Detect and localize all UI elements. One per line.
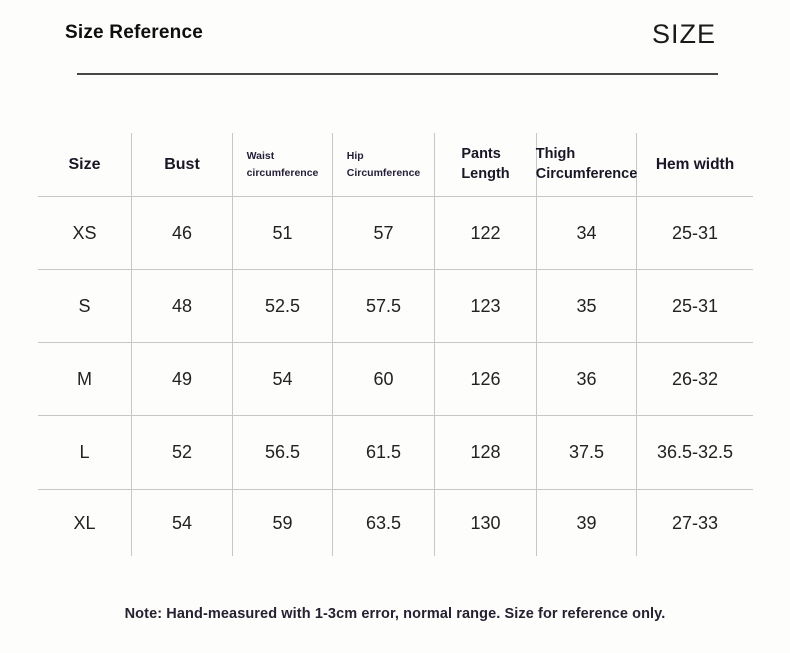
table-cell-hem-width: 25-31 — [637, 270, 753, 343]
table-cell-pants-length: 123 — [435, 270, 537, 343]
column-header-hem-width: Hem width — [637, 133, 753, 197]
table-cell-bust: 54 — [132, 490, 233, 556]
table-cell-waist: 59 — [233, 490, 333, 556]
table-cell-thigh: 39 — [537, 490, 637, 556]
table-cell-waist: 51 — [233, 197, 333, 270]
table-cell-pants-length: 130 — [435, 490, 537, 556]
table-cell-pants-length: 128 — [435, 416, 537, 490]
table-cell-thigh: 37.5 — [537, 416, 637, 490]
size-table: Size Bust Waist circumference Hip Circumfe… — [38, 133, 753, 556]
table-cell-waist: 56.5 — [233, 416, 333, 490]
table-cell-bust: 48 — [132, 270, 233, 343]
table-cell-hip: 60 — [333, 343, 435, 416]
table-cell-hip: 61.5 — [333, 416, 435, 490]
table-cell-bust: 52 — [132, 416, 233, 490]
size-label: S — [38, 270, 132, 343]
table-cell-hem-width: 25-31 — [637, 197, 753, 270]
size-label: XL — [38, 490, 132, 556]
table-cell-thigh: 36 — [537, 343, 637, 416]
table-cell-pants-length: 126 — [435, 343, 537, 416]
table-cell-thigh: 34 — [537, 197, 637, 270]
size-label: L — [38, 416, 132, 490]
column-header-waist-circumference: Waist circumference — [233, 133, 333, 197]
table-cell-hem-width: 27-33 — [671, 512, 719, 533]
table-cell-hem-width: 36.5-32.5 — [637, 416, 753, 490]
page-title: Size Reference — [65, 22, 203, 43]
table-cell-hip: 63.5 — [333, 490, 435, 556]
size-watermark-text: SIZE — [651, 19, 716, 49]
table-cell-waist: 52.5 — [233, 270, 333, 343]
table-cell-hip: 57.5 — [333, 270, 435, 343]
column-header-bust: Bust — [132, 133, 233, 197]
table-cell-waist: 54 — [233, 343, 333, 416]
table-cell-hip: 57 — [333, 197, 435, 270]
column-header-thigh-circumference: Thigh Circumference — [536, 133, 637, 197]
table-cell-hem-width: 26-32 — [637, 343, 753, 416]
size-label: M — [38, 343, 132, 416]
table-cell-thigh: 35 — [537, 270, 637, 343]
table-cell-pants-length: 122 — [435, 197, 537, 270]
table-cell-bust: 46 — [132, 197, 233, 270]
measurement-note: Note: Hand-measured with 1-3cm error, no… — [124, 606, 666, 622]
table-cell-bust: 49 — [132, 343, 233, 416]
title-divider-line — [77, 73, 718, 75]
column-header-size: Size — [38, 133, 132, 197]
size-label: XS — [38, 197, 132, 270]
column-header-hip-circumference: Hip Circumference — [333, 133, 435, 197]
column-header-pants-length: Pants Length — [435, 133, 537, 197]
